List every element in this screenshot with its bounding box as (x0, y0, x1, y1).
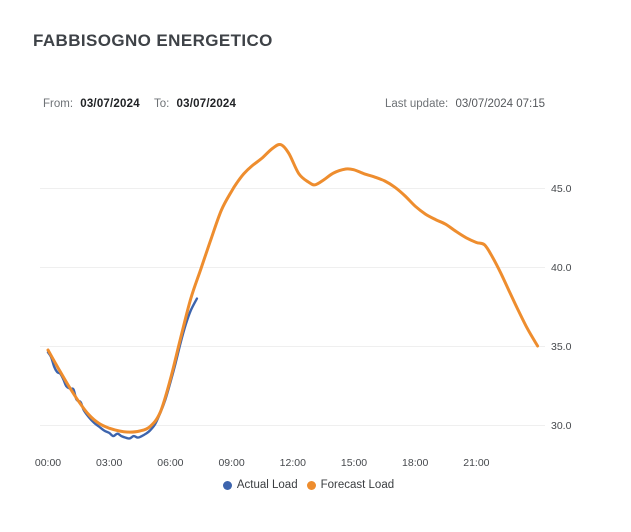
from-label: From: (43, 98, 74, 110)
x-axis-tick-label: 00:00 (35, 457, 61, 469)
x-axis-tick-label: 12:00 (280, 457, 306, 469)
legend-item-actual-load[interactable]: Actual Load (222, 479, 298, 491)
legend-label-forecast-load: Forecast Load (320, 479, 395, 491)
legend-item-forecast-load[interactable]: Forecast Load (306, 479, 395, 491)
y-axis-tick-label: 30.0 (551, 420, 572, 432)
actual-load-dot-icon (222, 480, 232, 490)
x-axis-tick-label: 09:00 (218, 457, 244, 469)
last-update: Last update: 03/07/2024 07:15 (385, 98, 545, 110)
y-axis-tick-label: 45.0 (551, 183, 572, 195)
to-label: To: (154, 98, 170, 110)
from-date-value: 03/07/2024 (80, 98, 140, 110)
last-update-label: Last update: (384, 98, 449, 110)
x-axis-tick-label: 15:00 (341, 457, 367, 469)
to-date-value: 03/07/2024 (176, 98, 237, 110)
y-axis-tick-label: 35.0 (551, 341, 572, 353)
legend-label-actual-load: Actual Load (236, 479, 298, 491)
x-axis-tick-label: 06:00 (157, 457, 183, 469)
forecast-load-dot-icon (306, 480, 316, 490)
last-update-value: 03/07/2024 07:15 (455, 98, 545, 110)
date-range: From: 03/07/2024 To: 03/07/2024 (43, 98, 247, 110)
y-axis-tick-label: 40.0 (551, 262, 572, 274)
chart-legend: Actual Load Forecast Load (0, 479, 631, 491)
page-title: FABBISOGNO ENERGETICO (33, 31, 273, 50)
x-axis-tick-label: 18:00 (402, 457, 428, 469)
forecast-load-line (46, 142, 540, 434)
x-axis-tick-label: 21:00 (463, 457, 489, 469)
x-axis-tick-label: 03:00 (96, 457, 122, 469)
chart-subheader: From: 03/07/2024 To: 03/07/2024 Last upd… (43, 98, 545, 110)
